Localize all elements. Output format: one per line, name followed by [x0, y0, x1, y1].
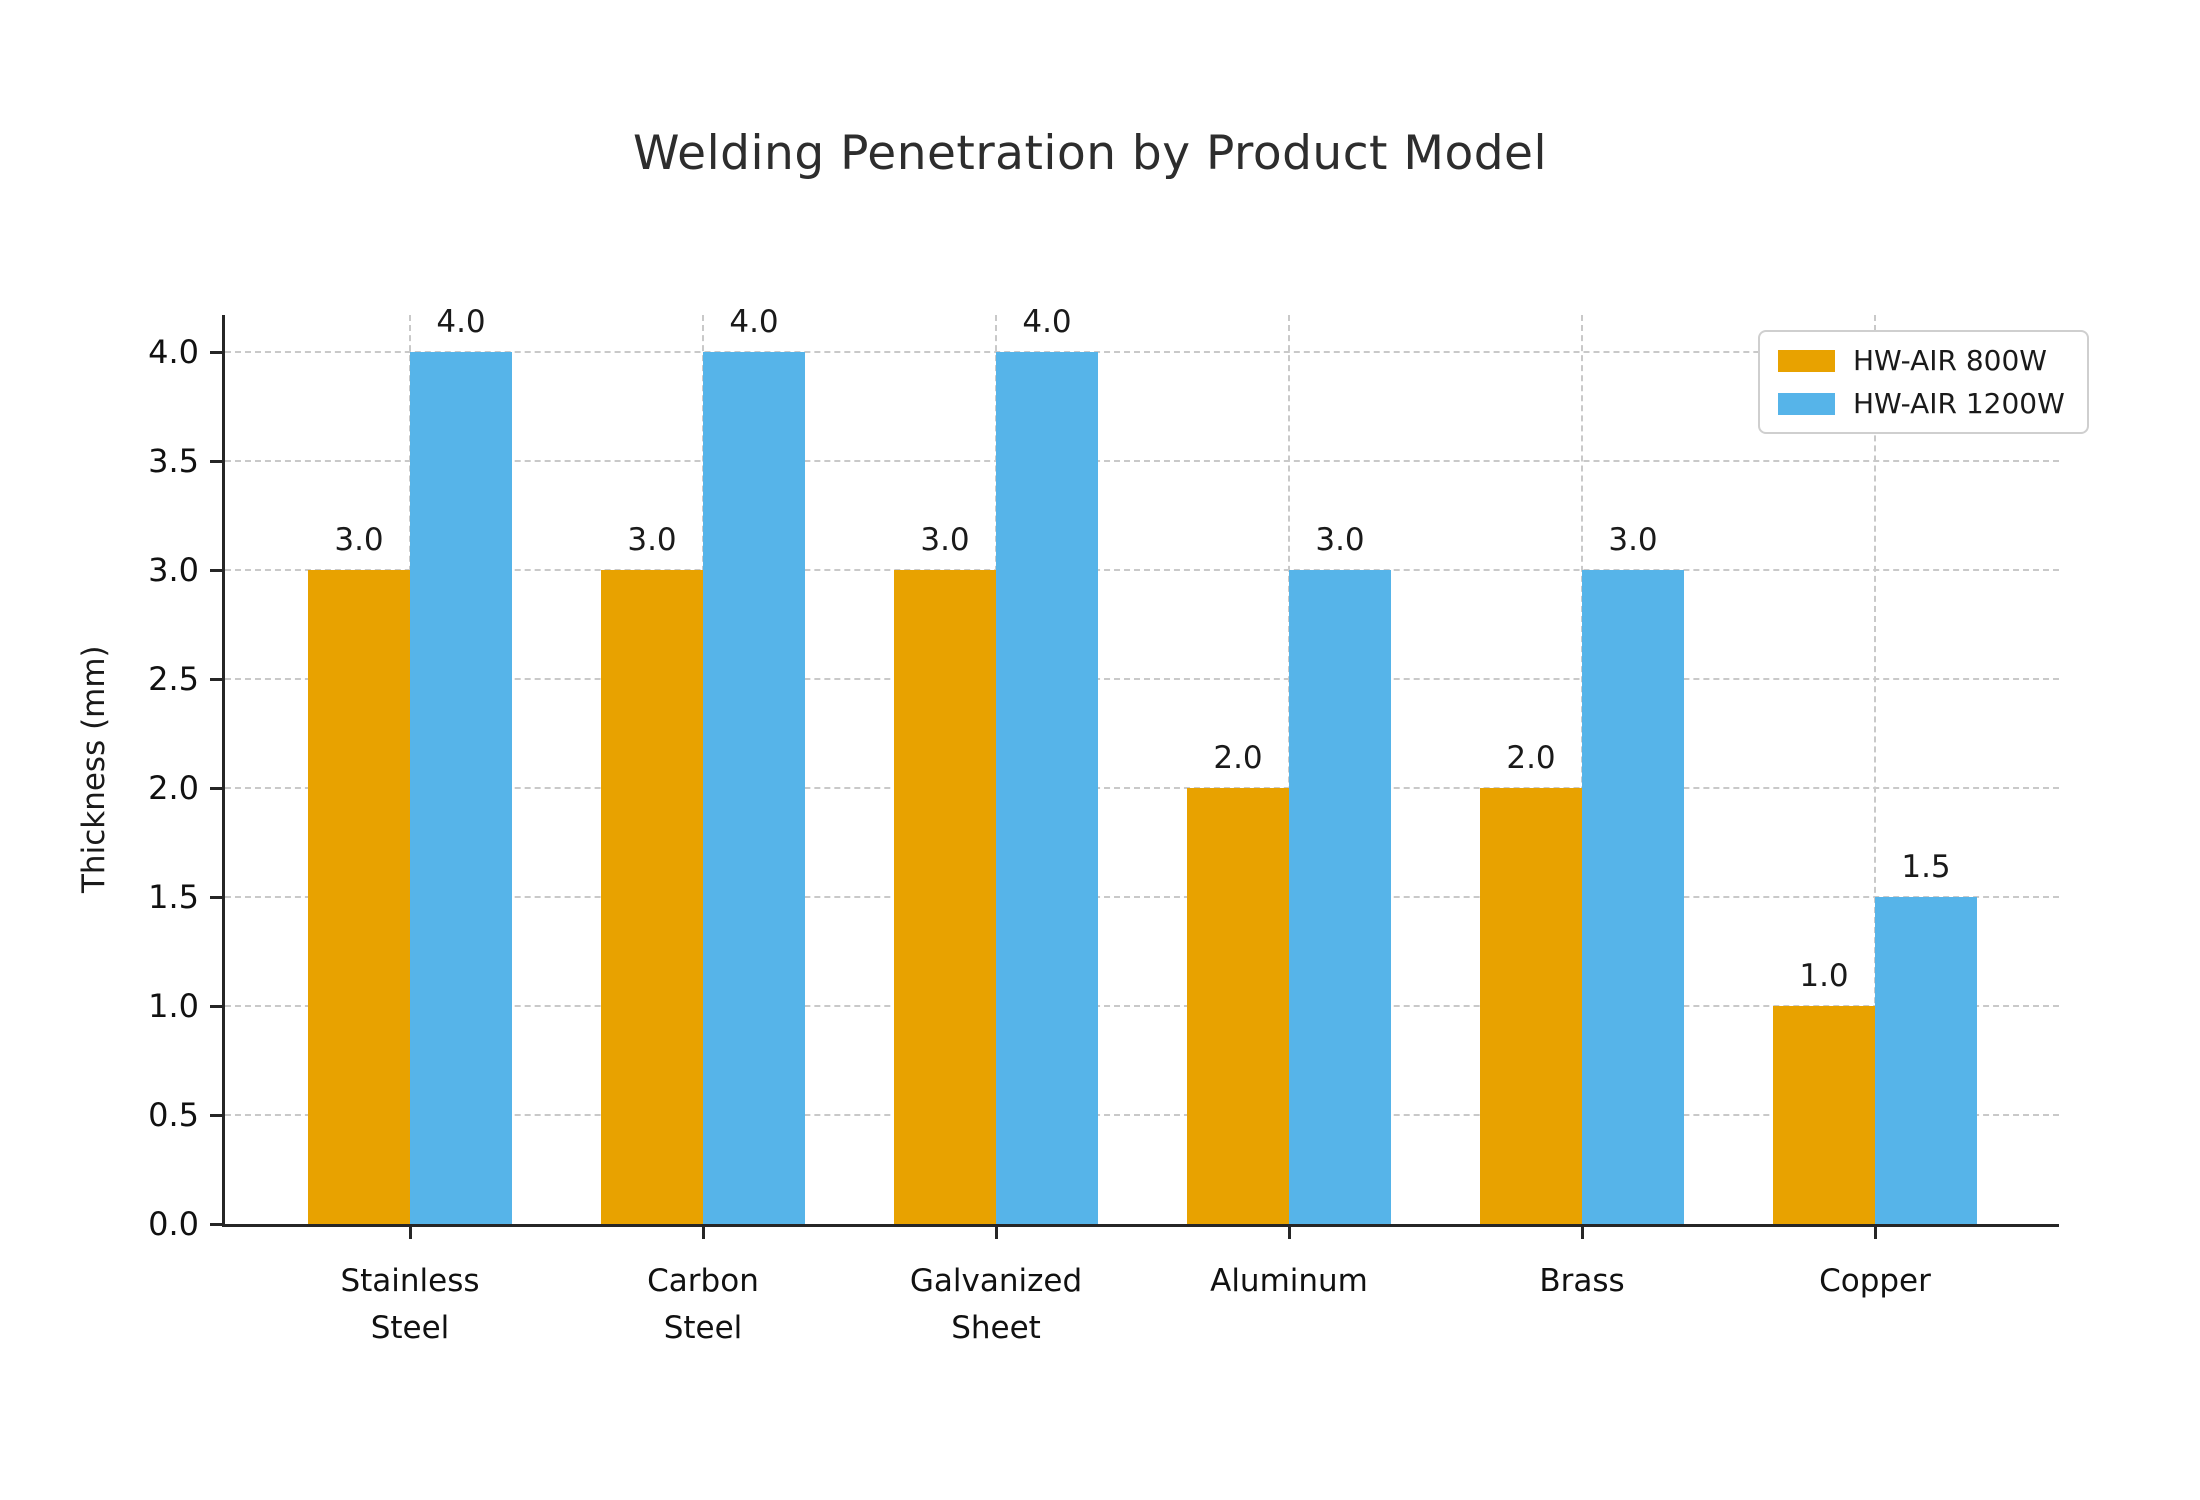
bar-series1: [1480, 788, 1582, 1224]
y-gridline: [225, 569, 2059, 572]
bar-value-label: 2.0: [1213, 740, 1263, 777]
y-gridline: [225, 896, 2059, 899]
y-gridline: [225, 460, 2059, 463]
bar-series1: [308, 570, 410, 1224]
bar-value-label: 3.0: [1315, 522, 1365, 559]
y-tick-label: 2.0: [148, 769, 199, 808]
y-tick-mark: [210, 459, 222, 463]
bar-series1: [1773, 1006, 1875, 1224]
bar-series1: [601, 570, 703, 1224]
x-tick-mark: [1287, 1227, 1291, 1239]
bar-value-label: 1.5: [1901, 849, 1951, 886]
y-tick-mark: [210, 1222, 222, 1226]
bar-value-label: 3.0: [627, 522, 677, 559]
bar-value-label: 1.0: [1799, 958, 1849, 994]
y-tick-mark: [210, 1004, 222, 1008]
x-tick-label: Stainless Steel: [340, 1263, 480, 1346]
x-tick-mark: [408, 1227, 412, 1239]
y-tick-mark: [210, 677, 222, 681]
legend: HW-AIR 800W HW-AIR 1200W: [1758, 330, 2089, 434]
y-gridline: [225, 1114, 2059, 1116]
bar-value-label: 2.0: [1506, 740, 1556, 777]
y-tick-label: 3.0: [148, 551, 199, 590]
y-tick-label: 2.5: [148, 660, 199, 699]
x-tick-mark: [701, 1227, 705, 1239]
y-gridline: [225, 1005, 2059, 1007]
y-tick-mark: [210, 1113, 222, 1117]
legend-swatch: [1778, 392, 1835, 415]
x-tick-label: Aluminum: [1210, 1263, 1368, 1299]
bar-value-label: 3.0: [920, 522, 970, 559]
legend-row: HW-AIR 800W: [1778, 344, 2065, 377]
x-tick-mark: [1580, 1227, 1584, 1239]
chart-title: Welding Penetration by Product Model: [632, 126, 1548, 181]
plot-area: 0.0 0.5 1.0 1.5 2.0 2.5 3.0 3.5 4.0 Stainless Ste…: [148, 304, 2059, 1346]
bar-series2: [703, 352, 805, 1224]
y-gridline: [225, 787, 2059, 790]
y-tick-mark: [210, 568, 222, 572]
x-tick-label: Carbon Steel: [647, 1263, 759, 1346]
bar-series2: [1582, 570, 1684, 1224]
bar-value-label: 3.0: [1608, 522, 1658, 559]
bar-value-label: 4.0: [729, 304, 779, 341]
y-tick-label: 4.0: [148, 333, 199, 372]
bar-series1: [1187, 788, 1289, 1224]
x-tick-mark: [1873, 1227, 1877, 1239]
x-tick-mark: [994, 1227, 998, 1239]
legend-label: HW-AIR 1200W: [1853, 387, 2065, 420]
bar-series2: [410, 352, 512, 1224]
y-tick-mark: [210, 350, 222, 354]
y-tick-label: 0.5: [148, 1096, 199, 1134]
y-tick-label: 1.5: [148, 878, 199, 917]
bar-value-label: 4.0: [436, 304, 486, 341]
bar-series2: [1875, 897, 1977, 1224]
legend-row: HW-AIR 1200W: [1778, 387, 2065, 420]
bar-series2: [1289, 570, 1391, 1224]
x-tick-label: Copper: [1819, 1263, 1931, 1299]
legend-swatch: [1778, 349, 1835, 372]
y-tick-mark: [210, 895, 222, 899]
bar-series2: [996, 352, 1098, 1224]
x-tick-label: Galvanized Sheet: [909, 1263, 1083, 1346]
y-gridline: [225, 678, 2059, 681]
x-tick-label: Brass: [1539, 1263, 1625, 1299]
y-tick-mark: [210, 786, 222, 790]
y-gridline: [225, 351, 2059, 354]
bar-series1: [894, 570, 996, 1224]
bar-value-label: 4.0: [1022, 304, 1072, 341]
y-tick-label: 3.5: [148, 442, 199, 481]
y-tick-label: 1.0: [148, 987, 199, 1025]
bar-value-label: 3.0: [334, 522, 384, 559]
legend-label: HW-AIR 800W: [1853, 344, 2047, 377]
x-gridline: [1874, 315, 1876, 1224]
y-tick-label: 0.0: [148, 1205, 199, 1243]
